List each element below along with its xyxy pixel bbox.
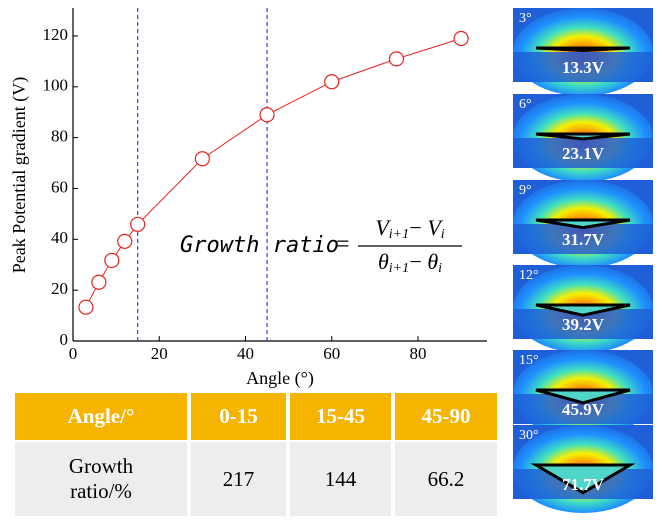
panel-voltage: 13.3V bbox=[562, 58, 605, 77]
panel-angle: 12° bbox=[519, 268, 539, 283]
symbol: θ bbox=[427, 249, 438, 274]
panel-voltage: 31.7V bbox=[562, 230, 605, 249]
symbol: V bbox=[375, 215, 391, 240]
data-point bbox=[117, 233, 133, 249]
subscript: i bbox=[438, 261, 442, 276]
x-tick-label: 40 bbox=[237, 344, 254, 363]
symbol: θ bbox=[378, 249, 389, 274]
formula-lhs: Growth ratio bbox=[180, 233, 339, 258]
y-tick-label: 120 bbox=[43, 25, 69, 44]
x-tick-label: 0 bbox=[69, 344, 78, 363]
triangle bbox=[535, 388, 631, 405]
x-tick-label: 60 bbox=[323, 344, 340, 363]
subscript: i+1 bbox=[389, 227, 409, 242]
triangle bbox=[535, 218, 631, 230]
subscript: i+1 bbox=[389, 261, 409, 276]
cell: 66.2 bbox=[393, 440, 501, 516]
operator: − bbox=[409, 215, 427, 240]
x-tick-label: 20 bbox=[151, 344, 168, 363]
data-point bbox=[78, 299, 94, 315]
data-point bbox=[453, 30, 469, 47]
y-tick-label: 60 bbox=[51, 177, 68, 196]
header-cell: Angle/° bbox=[15, 393, 191, 441]
panel-angle: 9° bbox=[519, 183, 532, 198]
cell: 144 bbox=[288, 440, 395, 516]
field-lower bbox=[513, 52, 653, 82]
data-point bbox=[194, 151, 210, 167]
x-axis-label: Angle (°) bbox=[246, 368, 314, 389]
symbol: V bbox=[427, 215, 443, 240]
panel-angle: 3° bbox=[519, 11, 532, 26]
y-tick-label: 20 bbox=[51, 279, 68, 298]
formula-term: Vi+1 − Vi bbox=[375, 215, 444, 242]
panel-voltage: 71.7V bbox=[562, 475, 605, 494]
series-line bbox=[85, 38, 462, 308]
header-cell: 45-90 bbox=[393, 393, 501, 441]
panel-angle: 15° bbox=[519, 353, 539, 368]
field-lower bbox=[513, 138, 653, 168]
growth-table: Angle/° 0-15 15-45 45-90 Growth ratio/% 217 1… bbox=[15, 393, 501, 516]
triangle bbox=[535, 46, 631, 53]
triangle bbox=[535, 132, 631, 141]
cell: 217 bbox=[189, 440, 290, 516]
panel-voltage: 45.9V bbox=[562, 400, 605, 419]
panel-angle: 6° bbox=[519, 97, 532, 112]
panel-angle: 30° bbox=[519, 428, 539, 443]
data-point bbox=[104, 252, 120, 269]
x-tick-label: 80 bbox=[410, 344, 427, 363]
formula-equals: = bbox=[336, 232, 350, 258]
y-tick-label: 40 bbox=[51, 228, 68, 247]
data-point bbox=[130, 216, 146, 232]
data-point bbox=[388, 51, 405, 67]
panel-voltage: 39.2V bbox=[562, 315, 605, 334]
header-cell: 0-15 bbox=[189, 393, 290, 441]
y-tick-label: 100 bbox=[43, 76, 69, 95]
triangle bbox=[535, 303, 631, 317]
cell: Growth ratio/% bbox=[15, 440, 191, 516]
operator: − bbox=[409, 249, 427, 274]
subscript: i bbox=[441, 227, 445, 242]
header-cell: 15-45 bbox=[288, 393, 395, 441]
y-axis-label: Peak Potential gradient (V) bbox=[9, 77, 30, 273]
y-tick-label: 0 bbox=[60, 330, 69, 349]
triangle bbox=[530, 463, 636, 495]
y-tick-label: 80 bbox=[51, 127, 68, 146]
formula-term: θi+1 − θi bbox=[378, 249, 442, 276]
data-point bbox=[324, 74, 340, 90]
data-point bbox=[91, 274, 107, 290]
panel-voltage: 23.1V bbox=[562, 144, 605, 163]
data-point bbox=[259, 107, 275, 123]
